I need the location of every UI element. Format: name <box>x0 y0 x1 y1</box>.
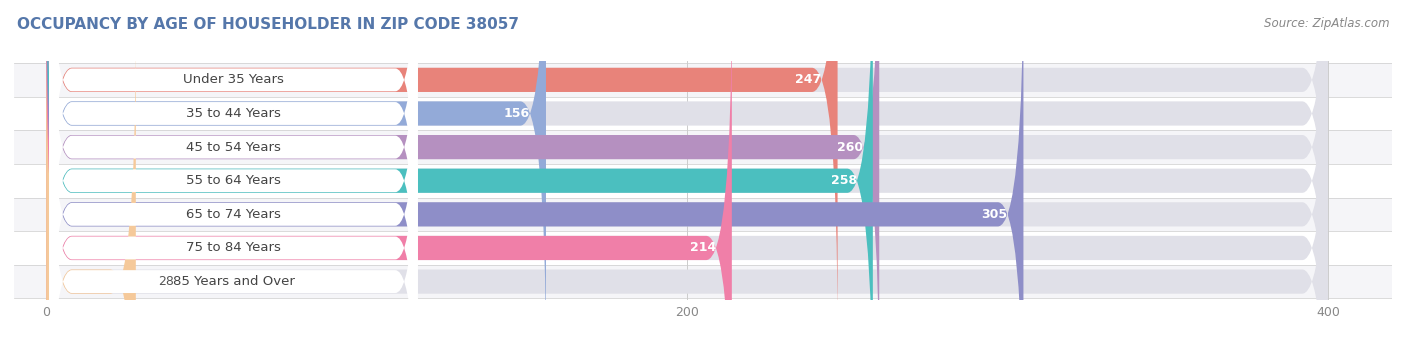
FancyBboxPatch shape <box>46 25 136 341</box>
Text: 75 to 84 Years: 75 to 84 Years <box>186 241 281 254</box>
FancyBboxPatch shape <box>46 0 733 341</box>
Bar <box>14 130 1392 164</box>
FancyBboxPatch shape <box>46 0 1024 341</box>
FancyBboxPatch shape <box>49 0 418 304</box>
FancyBboxPatch shape <box>46 0 1327 341</box>
FancyBboxPatch shape <box>46 0 838 337</box>
FancyBboxPatch shape <box>46 0 1327 341</box>
FancyBboxPatch shape <box>49 0 418 341</box>
Text: OCCUPANCY BY AGE OF HOUSEHOLDER IN ZIP CODE 38057: OCCUPANCY BY AGE OF HOUSEHOLDER IN ZIP C… <box>17 17 519 32</box>
Text: Source: ZipAtlas.com: Source: ZipAtlas.com <box>1264 17 1389 30</box>
FancyBboxPatch shape <box>46 0 1327 341</box>
FancyBboxPatch shape <box>46 0 546 341</box>
FancyBboxPatch shape <box>46 25 1327 341</box>
Bar <box>14 164 1392 197</box>
FancyBboxPatch shape <box>46 0 873 341</box>
FancyBboxPatch shape <box>49 58 418 341</box>
Text: 156: 156 <box>503 107 530 120</box>
FancyBboxPatch shape <box>49 0 418 341</box>
Text: 85 Years and Over: 85 Years and Over <box>173 275 294 288</box>
Text: 28: 28 <box>159 275 174 288</box>
FancyBboxPatch shape <box>46 0 1327 341</box>
Text: 35 to 44 Years: 35 to 44 Years <box>186 107 281 120</box>
Text: 258: 258 <box>831 174 856 187</box>
Text: 260: 260 <box>837 140 863 153</box>
Text: 214: 214 <box>689 241 716 254</box>
Bar <box>14 97 1392 130</box>
Text: Under 35 Years: Under 35 Years <box>183 73 284 86</box>
Bar <box>14 197 1392 231</box>
Bar <box>14 63 1392 97</box>
FancyBboxPatch shape <box>49 24 418 341</box>
Text: 45 to 54 Years: 45 to 54 Years <box>186 140 281 153</box>
FancyBboxPatch shape <box>49 0 418 341</box>
Text: 247: 247 <box>796 73 821 86</box>
Bar <box>14 265 1392 298</box>
FancyBboxPatch shape <box>46 0 879 341</box>
FancyBboxPatch shape <box>49 0 418 337</box>
Text: 305: 305 <box>981 208 1008 221</box>
Text: 55 to 64 Years: 55 to 64 Years <box>186 174 281 187</box>
Text: 65 to 74 Years: 65 to 74 Years <box>186 208 281 221</box>
FancyBboxPatch shape <box>46 0 1327 341</box>
Bar <box>14 231 1392 265</box>
FancyBboxPatch shape <box>46 0 1327 337</box>
